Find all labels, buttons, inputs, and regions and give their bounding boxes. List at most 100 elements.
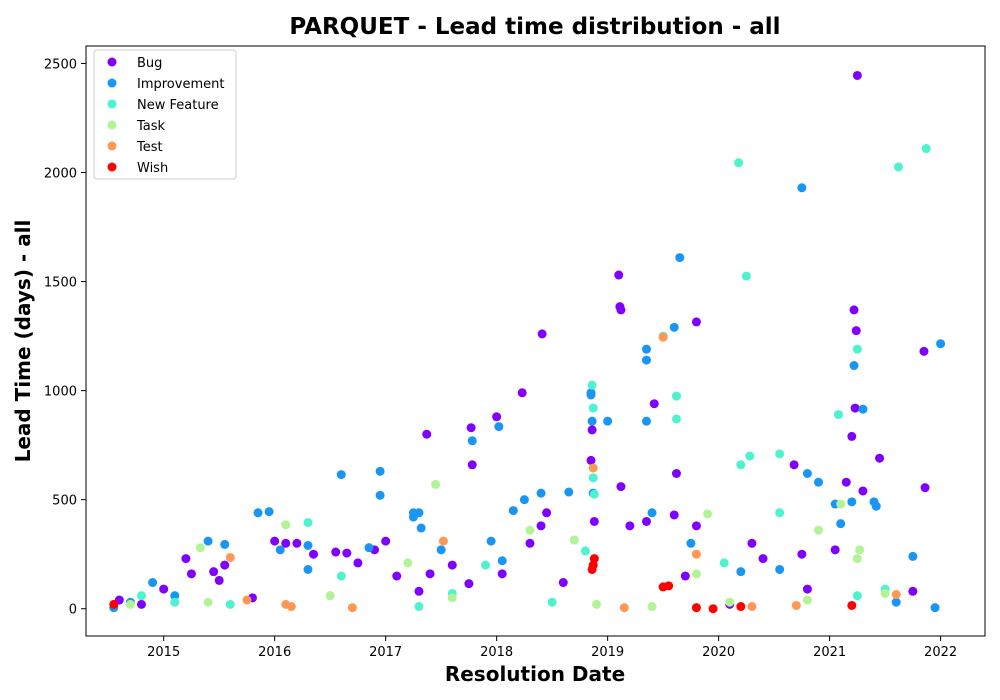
data-point [891, 590, 901, 600]
data-point [547, 597, 557, 607]
data-point [745, 451, 755, 461]
data-point [858, 486, 868, 496]
data-point [464, 579, 474, 589]
legend-label: Wish [137, 161, 168, 176]
data-point [336, 470, 346, 480]
data-point [802, 595, 812, 605]
legend-marker [107, 78, 117, 88]
data-point [364, 543, 374, 553]
data-point [789, 460, 799, 470]
data-point [580, 546, 590, 556]
data-point [847, 431, 857, 441]
data-point [286, 602, 296, 612]
data-point [264, 507, 274, 517]
x-tick-label: 2018 [480, 645, 513, 660]
data-point [725, 597, 735, 607]
data-point [438, 536, 448, 546]
data-point [353, 558, 363, 568]
data-point [542, 508, 552, 518]
data-point [791, 600, 801, 610]
y-tick-label: 1000 [44, 385, 77, 400]
data-point [908, 586, 918, 596]
data-point [836, 519, 846, 529]
data-point [508, 506, 518, 516]
data-point [486, 536, 496, 546]
data-point [586, 455, 596, 465]
data-point [920, 483, 930, 493]
data-point [649, 399, 659, 409]
data-point [109, 599, 119, 609]
y-tick-label: 500 [52, 494, 77, 509]
chart-title: PARQUET - Lead time distribution - all [289, 14, 780, 40]
data-point [517, 388, 527, 398]
data-point [775, 449, 785, 459]
data-point [847, 497, 857, 507]
data-point [203, 536, 213, 546]
data-point [919, 346, 929, 356]
data-point [214, 575, 224, 585]
data-point [525, 525, 535, 535]
data-point [125, 599, 135, 609]
data-point [292, 538, 302, 548]
data-point [303, 564, 313, 574]
data-point [136, 599, 146, 609]
data-point [347, 603, 357, 613]
data-point [416, 523, 426, 533]
data-point [708, 604, 718, 614]
y-tick-label: 0 [69, 603, 77, 618]
data-point [736, 460, 746, 470]
data-point [375, 490, 385, 500]
data-point [616, 482, 626, 492]
data-point [492, 412, 502, 422]
data-point [186, 569, 196, 579]
data-point [797, 183, 807, 193]
data-point [741, 271, 751, 281]
data-point [747, 538, 757, 548]
data-point [447, 560, 457, 570]
data-point [625, 521, 635, 531]
data-point [342, 548, 352, 558]
data-point [220, 560, 230, 570]
data-point [671, 391, 681, 401]
data-point [603, 416, 613, 426]
data-point [669, 322, 679, 332]
data-point [588, 473, 598, 483]
x-tick-label: 2019 [591, 645, 624, 660]
data-point [281, 538, 291, 548]
data-point [170, 591, 180, 601]
y-tick-label: 2500 [44, 57, 77, 72]
data-point [303, 540, 313, 550]
data-point [431, 479, 441, 489]
data-point [148, 578, 158, 588]
data-point [691, 549, 701, 559]
data-point [891, 597, 901, 607]
data-point [467, 436, 477, 446]
data-point [852, 344, 862, 354]
legend-label: Test [136, 140, 163, 155]
legend: Bug Improvement New Feature Task Test Wish [93, 49, 237, 180]
data-point [381, 536, 391, 546]
data-point [647, 602, 657, 612]
data-point [736, 602, 746, 612]
data-point [588, 463, 598, 473]
data-point [589, 516, 599, 526]
data-point [849, 361, 859, 371]
data-point [641, 344, 651, 354]
data-point [303, 518, 313, 528]
data-point [921, 144, 931, 154]
legend-box [93, 49, 237, 180]
data-point [858, 404, 868, 414]
data-point [392, 571, 402, 581]
data-point [852, 70, 862, 80]
data-point [466, 423, 476, 433]
data-point [802, 469, 812, 479]
data-point [814, 477, 824, 487]
data-point [841, 477, 851, 487]
data-point [871, 501, 881, 511]
x-tick-label: 2017 [369, 645, 402, 660]
data-point [852, 591, 862, 601]
data-point [309, 549, 319, 559]
data-point [589, 489, 599, 499]
data-point [675, 253, 685, 263]
data-point [181, 554, 191, 564]
